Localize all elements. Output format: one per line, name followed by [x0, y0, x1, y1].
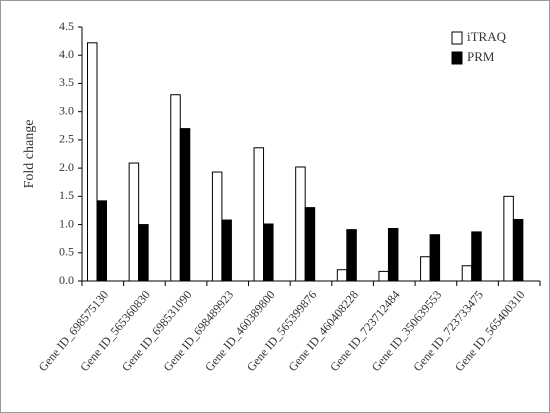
legend-swatch — [451, 51, 463, 65]
y-tick-label: 3.5 — [59, 75, 74, 89]
y-tick-label: 1.0 — [59, 216, 74, 230]
bar — [253, 147, 265, 282]
bar — [420, 256, 431, 282]
legend-swatch — [451, 31, 463, 45]
legend-label: iTRAQ — [467, 29, 507, 44]
bar — [263, 223, 274, 282]
y-tick-label: 0.0 — [59, 273, 74, 287]
bar — [211, 171, 223, 282]
y-tick-label: 4.0 — [59, 47, 74, 61]
y-axis-label: Fold change — [22, 120, 37, 189]
y-tick-label: 2.5 — [59, 132, 74, 146]
legend-label: PRM — [467, 49, 495, 64]
y-tick-label: 0.5 — [59, 245, 74, 259]
bar — [138, 224, 149, 282]
bar — [179, 128, 191, 282]
y-tick-label: 2.0 — [59, 160, 74, 174]
bar — [336, 269, 348, 282]
bar — [87, 42, 98, 282]
bar — [295, 166, 306, 282]
bar — [471, 231, 482, 282]
bar — [304, 207, 316, 282]
bar — [170, 94, 181, 282]
bar — [429, 234, 441, 282]
bar — [221, 219, 232, 282]
bar — [512, 218, 524, 282]
bar — [96, 200, 107, 282]
bar — [461, 265, 473, 282]
y-tick-label: 3.0 — [59, 103, 74, 117]
bar — [503, 195, 514, 282]
bar — [378, 270, 389, 282]
bar — [387, 228, 399, 282]
bar — [346, 229, 357, 282]
y-tick-label: 1.5 — [59, 188, 74, 202]
y-tick-label: 4.5 — [59, 19, 74, 33]
bar — [128, 162, 140, 282]
